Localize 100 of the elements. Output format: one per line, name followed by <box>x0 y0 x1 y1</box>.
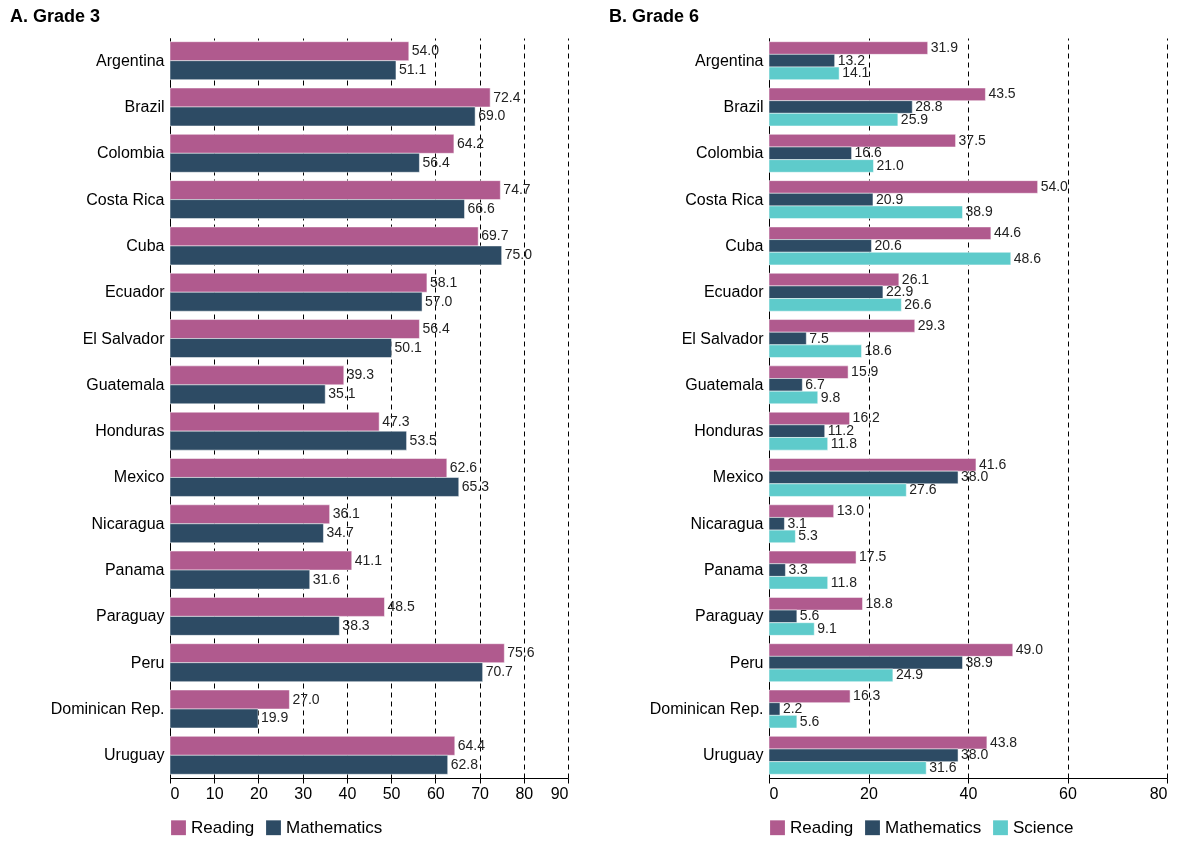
x-tick-label: 30 <box>294 784 313 802</box>
y-tick-label: Nicaragua <box>690 514 764 532</box>
legend-label: Mathematics <box>885 817 982 837</box>
y-tick-label: El Salvador <box>681 329 765 347</box>
y-tick-label: Argentina <box>96 51 165 69</box>
data-label: 27.6 <box>909 481 937 498</box>
y-tick-label: Paraguay <box>96 607 165 625</box>
data-label: 75.6 <box>507 644 535 661</box>
data-label: 56.4 <box>422 320 450 337</box>
data-label: 29.3 <box>917 316 946 333</box>
data-label: 3.3 <box>788 561 809 578</box>
x-tick-label: 40 <box>338 784 357 802</box>
x-tick-label: 90 <box>550 784 569 802</box>
y-tick-label: Guatemala <box>86 375 165 393</box>
y-tick-label: Colombia <box>96 144 165 162</box>
data-label: 38.0 <box>961 746 989 763</box>
data-label: 20.9 <box>875 190 904 207</box>
data-label: 65.3 <box>461 477 490 494</box>
data-label: 41.1 <box>354 551 383 568</box>
y-tick-label: Peru <box>729 653 764 671</box>
data-label: 15.9 <box>851 363 879 380</box>
data-label: 62.8 <box>450 755 479 772</box>
data-label: 5.6 <box>799 607 820 624</box>
y-tick-label: Nicaragua <box>91 514 165 532</box>
data-label: 47.3 <box>382 412 410 429</box>
x-tick-label: 40 <box>959 784 978 802</box>
y-tick-label: Mexico <box>113 468 165 486</box>
x-tick-label: 60 <box>1059 784 1077 802</box>
x-tick-label: 10 <box>205 784 224 802</box>
data-label: 43.5 <box>988 85 1016 102</box>
y-tick-label: Cuba <box>725 236 764 254</box>
y-tick-label: Dominican Rep. <box>649 700 764 717</box>
x-tick-label: 20 <box>860 784 878 802</box>
x-tick-label: 0 <box>769 784 779 802</box>
data-label: 74.7 <box>503 181 531 198</box>
data-label: 17.5 <box>859 548 887 565</box>
data-label: 16.2 <box>852 409 881 426</box>
data-label: 27.0 <box>292 690 320 707</box>
data-label: 18.8 <box>865 594 893 611</box>
legend-label: Reading <box>790 817 854 837</box>
data-label: 38.3 <box>342 616 370 633</box>
data-label: 64.2 <box>456 134 485 151</box>
data-label: 7.5 <box>809 329 829 346</box>
data-label: 20.6 <box>874 236 902 253</box>
y-tick-label: Costa Rica <box>685 190 764 208</box>
data-label: 39.3 <box>346 366 375 383</box>
data-label: 31.9 <box>930 39 959 56</box>
data-label: 50.1 <box>394 339 423 356</box>
data-label: 58.1 <box>429 273 458 290</box>
data-label: 48.5 <box>387 597 415 614</box>
y-tick-label: El Salvador <box>82 329 166 347</box>
y-tick-label: Honduras <box>95 422 165 440</box>
data-label: 36.1 <box>332 505 361 522</box>
data-label: 62.6 <box>449 458 478 475</box>
data-label: 16.3 <box>853 687 881 704</box>
data-label: 11.8 <box>830 573 858 590</box>
y-tick-label: Ecuador <box>703 283 765 301</box>
y-tick-label: Ecuador <box>104 283 166 301</box>
data-label: 24.9 <box>895 666 924 683</box>
legend-label: Mathematics <box>286 817 383 837</box>
data-label: 31.6 <box>312 570 341 587</box>
data-label: 69.0 <box>478 107 506 124</box>
x-tick-label: 0 <box>170 784 180 802</box>
y-tick-label: Cuba <box>126 236 165 254</box>
data-label: 66.6 <box>467 200 495 217</box>
data-label: 43.8 <box>989 733 1018 750</box>
legend-label: Science <box>1013 817 1074 837</box>
data-label: 13.0 <box>836 502 865 519</box>
data-label: 54.0 <box>1040 177 1069 194</box>
data-label: 31.6 <box>929 758 957 775</box>
y-tick-label: Panama <box>703 561 764 579</box>
y-tick-label: Uruguay <box>703 746 764 764</box>
x-tick-label: 80 <box>515 784 534 802</box>
data-label: 54.0 <box>411 42 440 59</box>
y-tick-label: Panama <box>104 561 165 579</box>
data-label: 53.5 <box>409 431 438 448</box>
y-tick-label: Colombia <box>695 144 764 162</box>
y-tick-label: Honduras <box>694 422 764 440</box>
y-tick-label: Guatemala <box>685 375 764 393</box>
data-label: 18.6 <box>864 342 892 359</box>
x-tick-label: 70 <box>471 784 490 802</box>
data-label: 37.5 <box>958 131 987 148</box>
x-tick-label: 20 <box>250 784 268 802</box>
chart-title: B. Grade 6 <box>609 6 700 26</box>
y-tick-label: Argentina <box>695 51 764 69</box>
y-tick-label: Peru <box>130 653 165 671</box>
data-label: 75.0 <box>504 246 533 263</box>
y-tick-label: Brazil <box>723 98 764 115</box>
legend-label: Reading <box>191 817 255 837</box>
data-label: 35.1 <box>328 385 356 402</box>
data-label: 56.4 <box>422 153 450 170</box>
data-label: 57.0 <box>425 292 453 309</box>
data-label: 9.1 <box>817 620 837 637</box>
data-label: 49.0 <box>1015 641 1044 658</box>
y-tick-label: Uruguay <box>104 746 165 764</box>
y-tick-label: Costa Rica <box>86 190 165 208</box>
data-label: 38.9 <box>965 653 993 670</box>
data-label: 72.4 <box>493 88 521 105</box>
data-label: 38.9 <box>965 203 993 220</box>
y-tick-label: Mexico <box>712 468 764 486</box>
